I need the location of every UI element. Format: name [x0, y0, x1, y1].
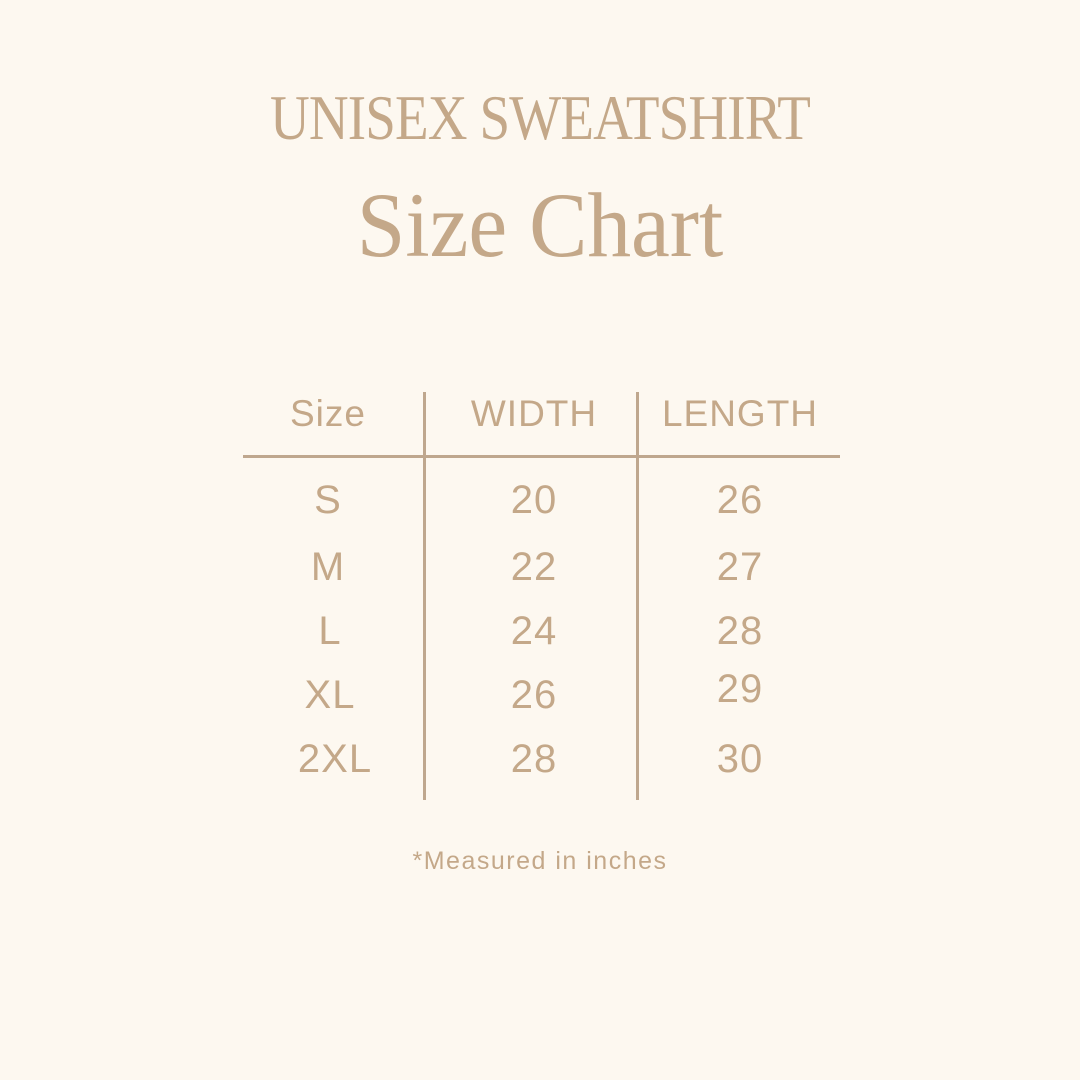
- size-cell: M: [310, 545, 346, 589]
- size-cell: 2XL: [297, 737, 373, 781]
- column-divider: [636, 392, 639, 800]
- width-cell: 24: [510, 609, 558, 653]
- width-cell: 22: [510, 545, 558, 589]
- length-cell: 28: [716, 609, 764, 653]
- length-cell: 30: [716, 737, 764, 781]
- footnote: *Measured in inches: [412, 847, 668, 875]
- title: UNISEX SWEATSHIRT: [269, 82, 811, 153]
- header-size: Size: [290, 393, 366, 434]
- size-cell: L: [318, 609, 342, 653]
- column-divider: [423, 392, 426, 800]
- size-cell: S: [314, 478, 342, 522]
- length-cell: 27: [716, 545, 764, 589]
- header-divider: [243, 455, 840, 458]
- width-cell: 26: [510, 673, 558, 717]
- header-width: WIDTH: [470, 393, 598, 434]
- width-cell: 20: [510, 478, 558, 522]
- header-length: LENGTH: [661, 393, 819, 434]
- length-cell: 29: [716, 667, 764, 711]
- size-cell: XL: [304, 673, 356, 717]
- subtitle: Size Chart: [356, 174, 724, 276]
- width-cell: 28: [510, 737, 558, 781]
- length-cell: 26: [716, 478, 764, 522]
